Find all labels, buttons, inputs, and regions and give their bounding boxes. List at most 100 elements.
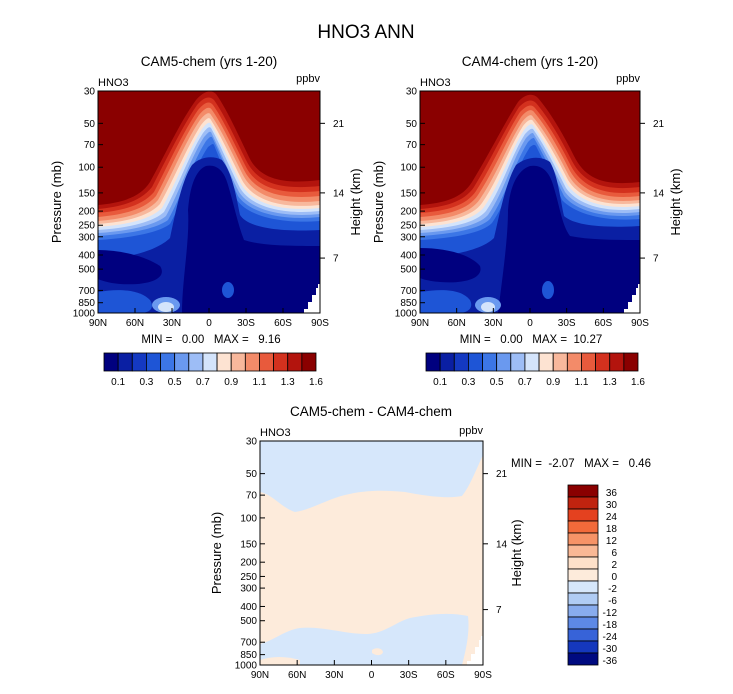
colorbar-swatch <box>145 352 161 372</box>
colorbar-label: 0.3 <box>461 377 475 388</box>
contour-band <box>542 281 554 299</box>
x-tick-label: 60S <box>274 318 292 329</box>
y-tick-label: 850 <box>78 298 95 309</box>
variable-label: HNO3 <box>98 77 129 89</box>
y2-tick-label: 14 <box>333 188 345 199</box>
colorbar-swatch <box>595 352 611 372</box>
colorbar-swatch <box>287 352 303 372</box>
colorbar-swatch <box>567 592 599 606</box>
colorbar-label: 36 <box>606 488 618 499</box>
y-tick-label: 70 <box>406 140 418 151</box>
x-tick-label: 90S <box>474 670 492 681</box>
axis-label-y2: Height (km) <box>348 168 363 235</box>
contour-band <box>182 165 320 313</box>
x-tick-label: 0 <box>527 318 533 329</box>
colorbar-swatch <box>259 352 275 372</box>
colorbar-label: 24 <box>606 512 618 523</box>
variable-label: HNO3 <box>420 77 451 89</box>
colorbar-label: 0 <box>611 572 617 583</box>
y-tick-label: 500 <box>78 265 95 276</box>
colorbar-swatch <box>467 352 483 372</box>
panel-title: CAM5-chem - CAM4-chem <box>290 404 452 419</box>
colorbar-label: 0.5 <box>490 377 504 388</box>
colorbar-label: 0.3 <box>139 377 153 388</box>
units-label: ppbv <box>459 425 483 437</box>
colorbar-swatch <box>160 352 176 372</box>
y-tick-label: 700 <box>400 286 417 297</box>
colorbar-label: -36 <box>603 656 618 667</box>
colorbar-swatch <box>244 352 260 372</box>
x-tick-label: 90S <box>311 318 329 329</box>
y-tick-label: 100 <box>240 513 257 524</box>
colorbar-label: -2 <box>608 584 617 595</box>
colorbar-label: -24 <box>603 632 618 643</box>
colorbar-label: -6 <box>608 596 617 607</box>
x-tick-label: 0 <box>206 318 212 329</box>
y-tick-label: 1000 <box>73 309 96 320</box>
units-label: ppbv <box>296 73 320 85</box>
y2-tick-label: 7 <box>496 605 502 616</box>
panel-difference: CAM5-chem - CAM4-chem HNO3 ppbv 30507010… <box>209 404 651 681</box>
x-tick-label: 30N <box>484 318 502 329</box>
colorbar-label: 30 <box>606 500 618 511</box>
y-tick-label: 1000 <box>235 661 258 672</box>
y-tick-label: 150 <box>78 188 95 199</box>
variable-label: HNO3 <box>260 427 291 439</box>
colorbar-swatch <box>510 352 526 372</box>
x-tick-label: 30N <box>325 670 343 681</box>
min-max-stats: MIN = 0.00 MAX = 10.27 <box>460 334 603 346</box>
contour-band <box>98 250 162 285</box>
colorbar-swatch <box>496 352 512 372</box>
y-tick-label: 300 <box>400 232 417 243</box>
colorbar-swatch <box>524 352 540 372</box>
x-tick-label: 90S <box>631 318 649 329</box>
contour-field <box>98 91 320 313</box>
colorbar-swatch <box>482 352 498 372</box>
panel-title: CAM4-chem (yrs 1-20) <box>462 54 599 69</box>
colorbar-swatch <box>567 616 599 630</box>
colorbar-swatch <box>567 580 599 594</box>
colorbar-label: -18 <box>603 620 618 631</box>
min-max-stats: MIN = -2.07 MAX = 0.46 <box>511 458 651 470</box>
colorbar-swatch <box>623 352 639 372</box>
colorbar: 0.1 0.3 0.5 0.7 0.9 1.1 1.3 1.6 <box>425 352 645 388</box>
colorbar-swatch <box>567 652 599 666</box>
contour-band <box>158 302 174 312</box>
axis-label-y2: Height (km) <box>509 519 524 586</box>
y-tick-label: 30 <box>84 87 96 98</box>
contour-band <box>260 613 469 665</box>
colorbar-swatch <box>216 352 232 372</box>
y-tick-label: 850 <box>400 298 417 309</box>
y2-tick-label: 21 <box>653 119 665 130</box>
colorbar-swatch <box>609 352 625 372</box>
y-tick-label: 250 <box>240 572 257 583</box>
colorbar-swatch <box>425 352 441 372</box>
panel-cam5: CAM5-chem (yrs 1-20) HNO3 ppbv 3 <box>49 54 363 388</box>
y-tick-label: 300 <box>240 584 257 595</box>
colorbar-label: 1.3 <box>281 377 295 388</box>
x-tick-label: 30S <box>237 318 255 329</box>
missing-data-region <box>624 284 640 313</box>
colorbar-label: 0.7 <box>518 377 532 388</box>
x-tick-label: 60S <box>437 670 455 681</box>
colorbar-label: 0.5 <box>168 377 182 388</box>
y-tick-label: 850 <box>240 650 257 661</box>
x-tick-label: 60N <box>447 318 465 329</box>
x-tick-label: 30S <box>558 318 576 329</box>
colorbar-swatch <box>453 352 469 372</box>
figure-title: HNO3 ANN <box>317 22 414 43</box>
colorbar-label: 0.1 <box>111 377 125 388</box>
x-tick-label: 60N <box>288 670 306 681</box>
contour-band <box>260 441 483 512</box>
axis-label-y2: Height (km) <box>668 168 683 235</box>
axis-label-y: Pressure (mb) <box>371 161 386 243</box>
missing-data-region <box>304 284 320 313</box>
colorbar-label: 2 <box>611 560 617 571</box>
axes: 3050701001502002503004005007008501000211… <box>395 87 665 330</box>
colorbar-label: 0.7 <box>196 377 210 388</box>
y-tick-label: 200 <box>78 207 95 218</box>
colorbar-swatch <box>567 556 599 570</box>
colorbar-label: 0.1 <box>433 377 447 388</box>
